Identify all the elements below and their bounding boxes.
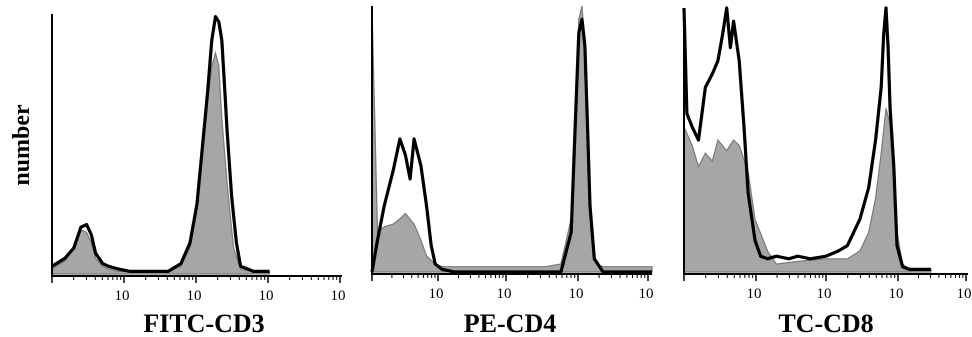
tick-label-fitc-cd3: 10 <box>187 288 202 304</box>
outline-histogram-pe-cd4 <box>370 17 652 274</box>
tick-label-fitc-cd3: 10 <box>115 288 130 304</box>
axes-pe-cd4: 10 10 10 10 <box>371 6 654 302</box>
axes-tc-cd8: 10 10 10 10 <box>683 8 972 302</box>
tick-label-fitc-cd3: 10 <box>331 288 346 304</box>
panel-fitc-cd3: 10 10 10 10 FITC-CD3 <box>51 14 346 337</box>
panel-pe-cd4: 10 10 10 10 PE-CD4 <box>370 5 654 337</box>
outline-histogram-fitc-cd3 <box>51 15 270 273</box>
tick-label-tc-cd8: 10 <box>889 286 904 302</box>
filled-histogram-pe-cd4 <box>371 5 653 273</box>
tick-label-pe-cd4: 10 <box>497 286 512 302</box>
tick-label-pe-cd4: 10 <box>569 286 584 302</box>
tick-label-tc-cd8: 10 <box>957 286 972 302</box>
x-axis-label-pe-cd4: PE-CD4 <box>464 309 556 337</box>
panel-tc-cd8: 10 10 10 10 TC-CD8 <box>682 6 972 337</box>
tick-label-pe-cd4: 10 <box>639 286 654 302</box>
tick-label-pe-cd4: 10 <box>429 286 444 302</box>
outline-histogram-tc-cd8 <box>682 6 931 271</box>
tick-label-fitc-cd3: 10 <box>259 288 274 304</box>
tick-label-tc-cd8: 10 <box>747 286 762 302</box>
y-axis-label: number <box>9 104 35 186</box>
histogram-curves-tc-cd8 <box>682 6 932 273</box>
axes-fitc-cd3: 10 10 10 10 <box>51 14 346 304</box>
x-axis-label-fitc-cd3: FITC-CD3 <box>143 309 264 337</box>
histogram-curves-fitc-cd3 <box>51 15 271 275</box>
x-axis-label-tc-cd8: TC-CD8 <box>778 309 873 337</box>
histogram-curves-pe-cd4 <box>370 5 653 274</box>
tick-label-tc-cd8: 10 <box>817 286 832 302</box>
